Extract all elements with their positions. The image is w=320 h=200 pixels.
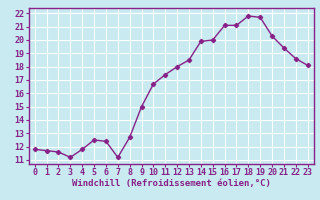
X-axis label: Windchill (Refroidissement éolien,°C): Windchill (Refroidissement éolien,°C) [72, 179, 271, 188]
